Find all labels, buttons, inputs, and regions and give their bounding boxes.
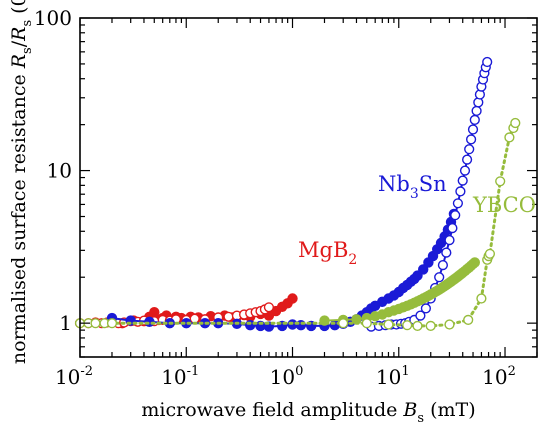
data-point bbox=[425, 320, 436, 332]
y-tick-label: 1 bbox=[59, 311, 72, 335]
data-point bbox=[444, 235, 455, 246]
data-point bbox=[149, 307, 160, 318]
x-tick-label: 100 bbox=[270, 364, 304, 389]
data-point bbox=[420, 303, 432, 314]
data-point bbox=[351, 314, 362, 325]
data-point bbox=[444, 319, 455, 330]
data-point bbox=[287, 293, 298, 304]
data-point bbox=[361, 318, 372, 329]
data-point bbox=[447, 223, 458, 234]
series-label-mgb2: MgB2 bbox=[298, 238, 357, 268]
data-point bbox=[415, 310, 426, 321]
data-point bbox=[462, 154, 473, 165]
data-point bbox=[459, 165, 471, 176]
data-point bbox=[466, 134, 477, 145]
data-point bbox=[463, 314, 474, 326]
data-point bbox=[471, 105, 482, 117]
ticks-layer bbox=[79, 17, 538, 358]
series-2 bbox=[106, 208, 460, 332]
series-label-nb3sn: Nb3Sn bbox=[378, 172, 447, 202]
data-point bbox=[245, 320, 256, 331]
x-axis-label: microwave field amplitude Bs (mT) bbox=[141, 399, 475, 426]
data-point bbox=[469, 114, 480, 126]
y-tick-label: 10 bbox=[47, 159, 72, 183]
data-point bbox=[434, 272, 445, 283]
data-point bbox=[457, 175, 468, 186]
y-tick-label: 100 bbox=[34, 6, 72, 30]
data-point bbox=[223, 311, 234, 322]
x-tick-label: 10-2 bbox=[55, 364, 93, 389]
data-point bbox=[469, 257, 480, 268]
data-point bbox=[263, 302, 275, 313]
data-point bbox=[90, 318, 101, 329]
data-point bbox=[412, 320, 423, 332]
y-axis-label: normalised surface resistance Rs/Rs (0) bbox=[8, 0, 35, 364]
series-4 bbox=[319, 257, 480, 326]
labels-layer: 10-2 10-1 100 101 102 1 10 100 microwave field a… bbox=[8, 0, 536, 426]
plot-frame bbox=[79, 17, 538, 358]
data-point bbox=[106, 318, 118, 329]
data-point bbox=[338, 318, 349, 329]
data-point bbox=[467, 124, 479, 135]
x-tick-label: 10-1 bbox=[161, 364, 199, 389]
data-point bbox=[482, 56, 493, 68]
data-point bbox=[484, 248, 496, 259]
data-point bbox=[450, 210, 461, 221]
data-point bbox=[295, 320, 307, 331]
series-label-ybco: YBCO bbox=[472, 193, 536, 217]
data-point bbox=[437, 260, 449, 271]
data-point bbox=[383, 319, 394, 330]
data-point bbox=[464, 144, 475, 155]
series-5 bbox=[74, 117, 521, 332]
x-tick-label: 101 bbox=[376, 364, 410, 389]
data-point bbox=[441, 247, 452, 258]
data-point bbox=[455, 186, 466, 197]
data-point bbox=[452, 198, 464, 209]
data-point bbox=[402, 320, 413, 331]
x-tick-label: 102 bbox=[482, 364, 516, 389]
data-point bbox=[476, 293, 487, 304]
series-layer bbox=[74, 56, 521, 332]
data-point bbox=[504, 132, 515, 143]
data-point bbox=[510, 117, 521, 129]
data-point bbox=[495, 176, 506, 187]
data-point bbox=[181, 318, 192, 329]
